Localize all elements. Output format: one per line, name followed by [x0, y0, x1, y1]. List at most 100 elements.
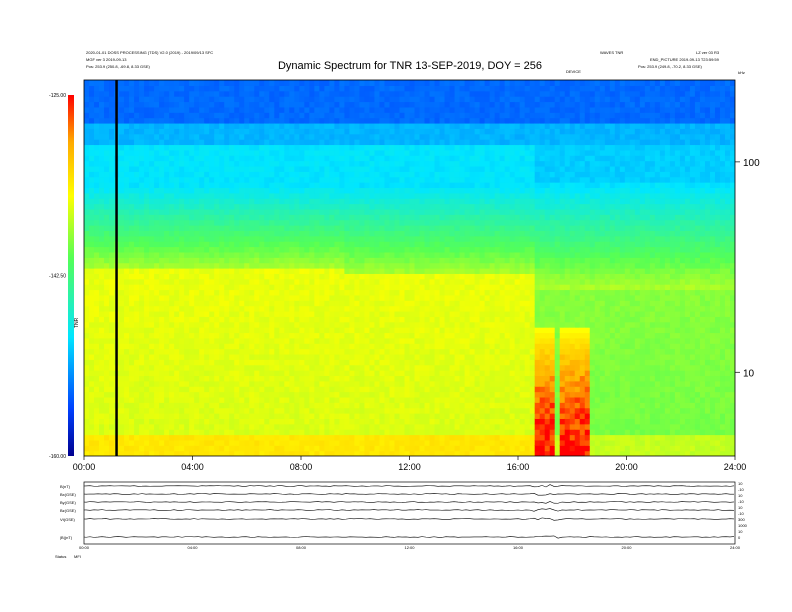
spectrogram-cell	[204, 149, 210, 156]
spectrogram-cell	[264, 96, 270, 103]
spectrogram-cell	[134, 80, 140, 86]
spectrogram-cell	[284, 289, 290, 296]
spectrogram-cell	[354, 337, 361, 344]
spectrogram-cell	[359, 225, 366, 231]
spectrogram-cell	[384, 160, 391, 167]
spectrogram-cell	[334, 332, 340, 339]
spectrogram-cell	[109, 85, 115, 92]
spectrogram-cell	[349, 413, 356, 419]
spectrogram-cell	[204, 434, 210, 441]
spectrogram-cell	[364, 445, 371, 452]
spectrogram-cell	[144, 348, 150, 355]
spectrogram-cell	[329, 353, 335, 360]
spectrogram-cell	[284, 353, 290, 360]
spectrogram-cell	[259, 80, 265, 86]
spectrogram-cell	[144, 353, 150, 360]
spectrogram-cell	[194, 370, 200, 377]
spectrogram-cell	[189, 327, 195, 334]
spectrogram-cell	[314, 139, 320, 146]
spectrogram-cell	[154, 332, 160, 339]
spectrogram-cell	[349, 117, 356, 124]
spectrogram-cell	[414, 418, 421, 425]
spectrogram-cell	[244, 133, 250, 140]
spectrogram-cell	[289, 144, 295, 151]
spectrogram-cell	[404, 112, 411, 119]
spectrogram-cell	[299, 359, 305, 366]
spectrogram-cell	[169, 90, 175, 97]
spectrogram-cell	[174, 96, 180, 103]
spectrogram-cell	[399, 434, 406, 441]
spectrogram-cell	[129, 332, 135, 339]
spectrogram-cell	[409, 359, 416, 366]
spectrogram-cell	[164, 208, 170, 215]
spectrogram-cell	[154, 396, 160, 403]
spectrogram-cell	[424, 139, 431, 146]
spectrogram-cell	[299, 337, 305, 344]
spectrogram-cell	[294, 316, 300, 323]
spectrogram-cell	[249, 219, 255, 226]
spectrogram-cell	[129, 273, 135, 280]
spectrogram-cell	[324, 332, 330, 339]
spectrogram-cell	[104, 380, 110, 387]
spectrogram-cell	[99, 203, 105, 210]
spectrogram-cell	[354, 85, 361, 92]
spectrogram-cell	[309, 198, 315, 205]
spectrogram-cell	[169, 316, 175, 323]
spectrogram-cell	[304, 268, 310, 274]
spectrogram-cell	[229, 96, 235, 103]
spectrogram-cell	[374, 445, 381, 452]
spectrogram-cell	[129, 96, 135, 103]
spectrogram-cell	[319, 305, 325, 312]
spectrogram-cell	[154, 429, 160, 436]
spectrogram-cell	[224, 214, 230, 221]
spectrogram-cell	[224, 198, 230, 205]
spectrogram-cell	[314, 343, 320, 350]
spectrogram-cell	[164, 80, 170, 86]
spectrogram-cell	[134, 407, 140, 414]
spectrogram-cell	[294, 187, 300, 194]
spectrogram-cell	[429, 101, 436, 108]
spectrogram-cell	[184, 198, 190, 205]
header-right-line3: END_PICTURE 2019-09-13 T23:59:59	[650, 57, 720, 62]
spectrogram-cell	[254, 251, 260, 258]
spectrogram-cell	[174, 343, 180, 350]
spectrogram-cell	[234, 268, 240, 274]
spectrogram-cell	[244, 364, 250, 371]
spectrogram-cell	[139, 101, 145, 108]
spectrogram-cell	[189, 310, 195, 317]
spectrogram-cell	[424, 192, 431, 199]
spectrogram-cell	[99, 171, 105, 178]
spectrogram-cell	[149, 375, 155, 382]
spectrogram-cell	[364, 133, 371, 140]
spectrogram-cell	[259, 294, 265, 301]
spectrogram-cell	[134, 402, 140, 409]
spectrogram-cell	[434, 316, 441, 323]
spectrogram-cell	[349, 332, 356, 339]
spectrogram-cell	[224, 165, 230, 172]
spectrogram-cell	[399, 160, 406, 167]
spectrogram-cell	[419, 122, 426, 129]
spectrogram-cell	[374, 133, 381, 140]
spectrogram-cell	[229, 144, 235, 151]
spectrogram-cell	[124, 176, 130, 183]
spectrogram-cell	[169, 198, 175, 205]
spectrogram-cell	[149, 348, 155, 355]
spectrogram-cell	[234, 133, 240, 140]
spectrogram-cell	[199, 85, 205, 92]
spectrogram-cell	[164, 246, 170, 253]
spectrogram-cell	[299, 413, 305, 419]
spectrogram-cell	[124, 439, 130, 446]
spectrogram-cell	[124, 235, 130, 242]
spectrogram-cell	[374, 429, 381, 436]
spectrogram-cell	[99, 96, 105, 103]
spectrogram-cell	[219, 187, 225, 194]
spectrogram-cell	[434, 117, 441, 124]
spectrogram-cell	[374, 246, 381, 253]
spectrogram-cell	[344, 230, 351, 237]
spectrogram-cell	[299, 80, 305, 86]
spectrogram-cell	[424, 321, 431, 328]
spectrogram-cell	[424, 364, 431, 371]
spectrogram-cell	[179, 262, 185, 269]
spectrogram-cell	[119, 235, 125, 242]
spectrogram-cell	[129, 246, 135, 253]
